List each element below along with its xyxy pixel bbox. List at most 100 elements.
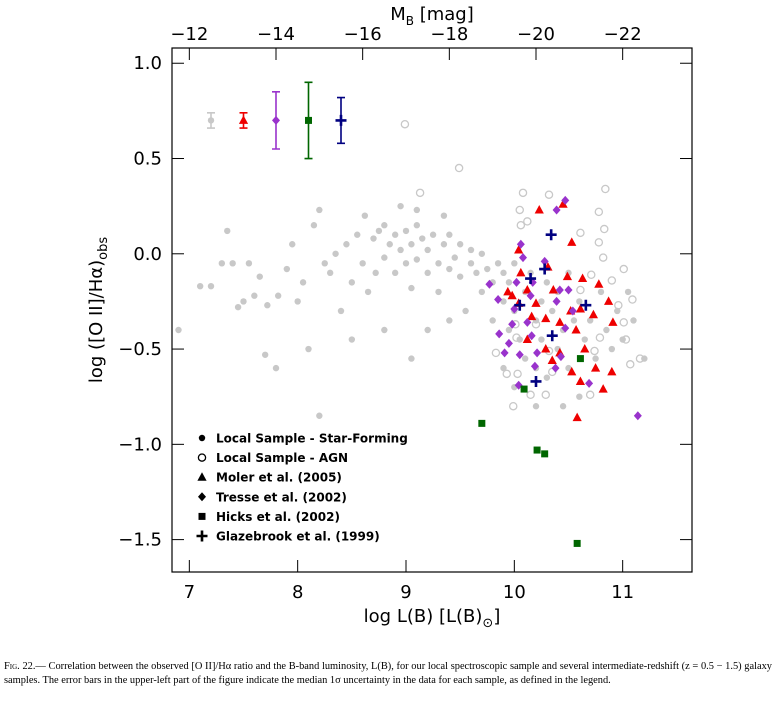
- point: [619, 264, 629, 274]
- point: [548, 284, 558, 294]
- legend-label: Tresse et al. (2002): [216, 490, 347, 504]
- point: [485, 279, 494, 289]
- point: [489, 317, 496, 324]
- x-tick-label: 8: [292, 582, 303, 603]
- point: [558, 199, 568, 208]
- point: [516, 267, 526, 277]
- point: [530, 375, 542, 387]
- point: [435, 288, 442, 296]
- point: [565, 364, 572, 372]
- point: [413, 222, 421, 229]
- point: [504, 338, 513, 348]
- point: [456, 273, 464, 280]
- point: [359, 260, 366, 267]
- point: [541, 344, 551, 353]
- point: [580, 344, 590, 353]
- point: [294, 298, 301, 305]
- point: [229, 260, 236, 267]
- point: [440, 212, 448, 219]
- y-tick-label: −1.5: [118, 530, 162, 551]
- point: [207, 282, 215, 290]
- point: [234, 303, 242, 311]
- point: [552, 205, 561, 215]
- point: [283, 265, 291, 273]
- y-tick-label: −0.5: [118, 339, 162, 360]
- point: [321, 260, 328, 267]
- point: [531, 298, 541, 307]
- point: [218, 260, 226, 267]
- point: [630, 317, 637, 324]
- point: [500, 348, 509, 358]
- point: [446, 265, 453, 273]
- point: [527, 311, 537, 321]
- point: [527, 331, 536, 341]
- point: [494, 295, 503, 305]
- point: [361, 212, 369, 219]
- point: [576, 298, 583, 305]
- x2-tick-label: −14: [257, 24, 295, 45]
- point: [549, 307, 556, 315]
- point: [590, 363, 601, 372]
- point: [551, 363, 560, 373]
- point: [532, 403, 540, 410]
- x-tick-label: 7: [184, 582, 195, 603]
- point: [272, 364, 280, 372]
- point: [592, 355, 599, 362]
- point: [533, 446, 541, 454]
- point: [454, 163, 464, 173]
- point: [402, 260, 410, 267]
- point: [567, 237, 577, 246]
- point: [571, 325, 581, 334]
- point: [522, 334, 532, 344]
- point: [305, 345, 312, 353]
- point: [523, 217, 532, 226]
- y-tick-label: 0.0: [133, 244, 162, 265]
- point: [424, 246, 431, 254]
- point: [511, 260, 518, 267]
- point: [576, 228, 585, 238]
- point: [370, 235, 377, 242]
- point: [527, 269, 534, 277]
- point: [561, 323, 570, 333]
- point: [256, 273, 263, 280]
- point: [595, 333, 605, 342]
- legend-marker: [198, 434, 206, 442]
- legend-label: Local Sample - Star-Forming: [216, 432, 408, 446]
- x2-tick-label: −18: [430, 24, 468, 45]
- point: [555, 317, 565, 326]
- legend-marker: [197, 472, 207, 481]
- point: [518, 188, 528, 198]
- point: [564, 285, 573, 295]
- point: [478, 419, 486, 427]
- point: [603, 326, 610, 334]
- point: [462, 307, 469, 315]
- point: [348, 336, 356, 343]
- point: [451, 254, 458, 261]
- point: [446, 231, 453, 238]
- point: [621, 335, 631, 344]
- point: [400, 119, 410, 129]
- point: [545, 229, 557, 241]
- point: [590, 346, 599, 356]
- point: [534, 204, 544, 214]
- point: [594, 207, 604, 217]
- point: [576, 285, 585, 295]
- legend-marker: [198, 492, 206, 502]
- point: [541, 313, 551, 323]
- point: [264, 302, 271, 309]
- point: [375, 227, 383, 235]
- point: [603, 296, 614, 305]
- point: [508, 401, 518, 411]
- point: [544, 190, 554, 199]
- point: [484, 265, 491, 273]
- point: [381, 254, 388, 261]
- point: [424, 269, 431, 277]
- point: [587, 270, 596, 279]
- point: [343, 241, 350, 248]
- point: [245, 260, 253, 267]
- point: [555, 285, 564, 295]
- point: [316, 412, 323, 419]
- point: [516, 220, 526, 230]
- point: [510, 304, 519, 314]
